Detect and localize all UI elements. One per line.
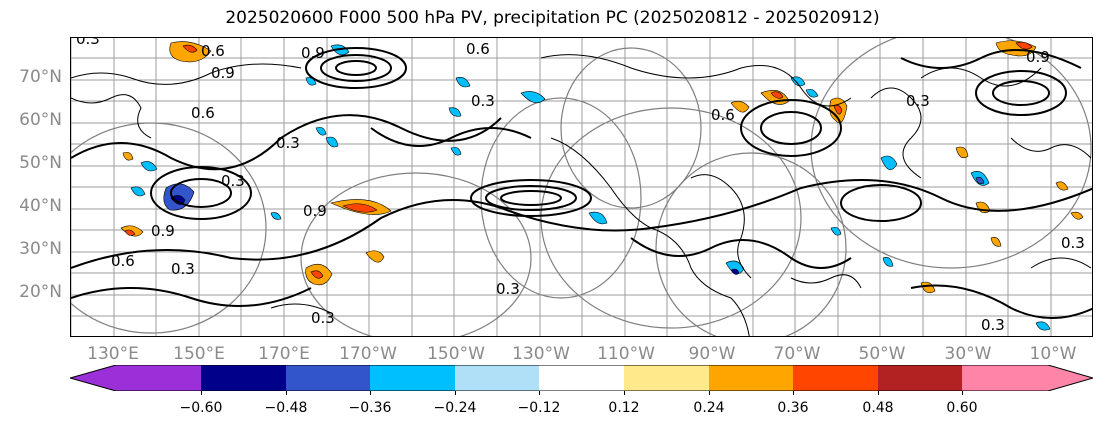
contour-label: 0.3 xyxy=(76,38,100,48)
contour-label: 0.9 xyxy=(301,44,325,62)
lon-label-150e: 150°E xyxy=(173,344,225,364)
coastlines xyxy=(71,54,1092,336)
lon-label-130e: 130°E xyxy=(87,344,139,364)
contour-label: 0.9 xyxy=(1026,48,1050,66)
contour-label: 0.3 xyxy=(981,316,1005,334)
precip-shading xyxy=(120,40,1084,331)
contour-label: 0.3 xyxy=(171,260,195,278)
lon-label-70w: 70°W xyxy=(773,344,821,364)
colorbar-bin xyxy=(539,365,624,391)
contour-label: 0.6 xyxy=(191,104,215,122)
colorbar-bin xyxy=(1048,365,1093,391)
lat-label-40n: 40°N xyxy=(19,196,62,216)
colorbar-tick xyxy=(201,391,202,395)
lon-label-50w: 50°W xyxy=(858,344,906,364)
contour-label: 0.6 xyxy=(711,106,735,124)
contour-label: 0.3 xyxy=(496,280,520,298)
contour-label: 0.9 xyxy=(211,64,235,82)
colorbar-tick xyxy=(624,391,625,395)
lon-label-90w: 90°W xyxy=(688,344,736,364)
range-rings xyxy=(71,38,1092,336)
lon-label-130w: 130°W xyxy=(512,344,570,364)
lat-label-60n: 60°N xyxy=(19,110,62,130)
lon-label-170w: 170°W xyxy=(339,344,397,364)
contour-label: 0.3 xyxy=(471,92,495,110)
colorbar-tick-label: 0.12 xyxy=(608,400,640,416)
colorbar-bin xyxy=(201,365,286,391)
contour-label: 0.9 xyxy=(151,222,175,240)
colorbar-tick xyxy=(709,391,710,395)
colorbar-tick xyxy=(539,391,540,395)
colorbar-tick-label: 0.60 xyxy=(946,400,978,416)
contour-label: 0.3 xyxy=(311,309,335,327)
contour-label: 0.3 xyxy=(1061,234,1085,252)
colorbar-bins xyxy=(70,365,1093,391)
lon-label-170e: 170°E xyxy=(258,344,310,364)
lat-label-50n: 50°N xyxy=(19,153,62,173)
lat-label-30n: 30°N xyxy=(19,239,62,259)
contour-label: 0.9 xyxy=(303,202,327,220)
contour-label: 0.6 xyxy=(111,252,135,270)
colorbar-tick xyxy=(286,391,287,395)
graticule xyxy=(71,38,1092,336)
colorbar-bin xyxy=(878,365,962,391)
colorbar-tick xyxy=(793,391,794,395)
colorbar-bin xyxy=(709,365,793,391)
lat-label-70n: 70°N xyxy=(19,67,62,87)
lon-label-150w: 150°W xyxy=(427,344,485,364)
colorbar-tick-label: −0.36 xyxy=(348,400,392,416)
contour-label: 0.6 xyxy=(201,42,225,60)
map-title: 2025020600 F000 500 hPa PV, precipitatio… xyxy=(225,8,880,28)
colorbar-bin xyxy=(624,365,709,391)
contour-label: 0.3 xyxy=(221,172,245,190)
colorbar-bin xyxy=(70,365,201,391)
colorbar-bin xyxy=(455,365,539,391)
lon-label-110w: 110°W xyxy=(597,344,655,364)
colorbar-tick-label: −0.48 xyxy=(264,400,308,416)
colorbar-bin xyxy=(793,365,878,391)
lon-label-30w: 30°W xyxy=(944,344,992,364)
colorbar-tick xyxy=(962,391,963,395)
colorbar-tick xyxy=(455,391,456,395)
colorbar-tick xyxy=(878,391,879,395)
colorbar-tick-label: 0.24 xyxy=(693,400,725,416)
colorbar-tick-label: 0.48 xyxy=(862,400,894,416)
colorbar-bin xyxy=(962,365,1048,391)
pv-contour-labels: 0.6 0.9 0.3 0.6 0.9 0.3 0.6 0.3 0.9 0.3 … xyxy=(76,38,1085,334)
lat-label-20n: 20°N xyxy=(19,282,62,302)
colorbar-tick-label: 0.36 xyxy=(777,400,809,416)
colorbar-tick-label: −0.60 xyxy=(179,400,223,416)
lon-label-10w: 10°W xyxy=(1029,344,1077,364)
contour-label: 0.3 xyxy=(906,92,930,110)
pv-precip-map: 0.6 0.9 0.3 0.6 0.9 0.3 0.6 0.3 0.9 0.3 … xyxy=(71,38,1092,336)
colorbar-bin xyxy=(370,365,455,391)
colorbar-tick-label: −0.12 xyxy=(517,400,561,416)
contour-label: 0.6 xyxy=(466,40,490,58)
colorbar-tick xyxy=(370,391,371,395)
colorbar-bin xyxy=(286,365,370,391)
contour-label: 0.3 xyxy=(276,134,300,152)
pv-contours xyxy=(71,47,1092,319)
map-panel: 0.6 0.9 0.3 0.6 0.9 0.3 0.6 0.3 0.9 0.3 … xyxy=(70,37,1093,337)
colorbar xyxy=(70,365,1093,391)
colorbar-tick-label: −0.24 xyxy=(433,400,477,416)
